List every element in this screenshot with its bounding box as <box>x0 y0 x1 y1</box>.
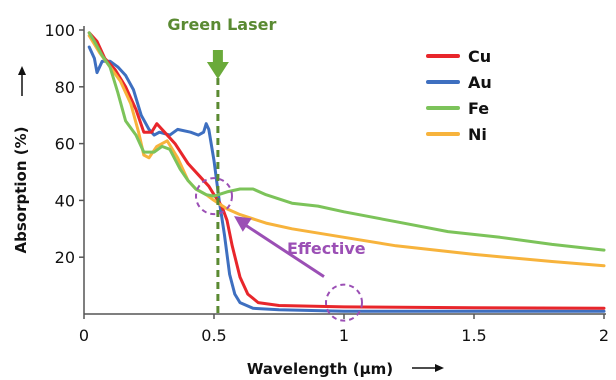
series-line-cu <box>87 31 606 310</box>
legend-label-fe: Fe <box>468 99 489 118</box>
annotations: Green Laser Effective <box>167 15 366 322</box>
effective-label: Effective <box>287 239 366 258</box>
legend: Cu Au Fe Ni <box>426 47 492 144</box>
series-layer <box>87 31 606 313</box>
y-tick-label: 60 <box>55 135 75 154</box>
series-line-ni <box>87 34 606 268</box>
legend-label-cu: Cu <box>468 47 491 66</box>
x-tick-label: 1.5 <box>461 326 486 345</box>
series-line-fe <box>87 31 606 252</box>
laser-arrow <box>206 50 229 79</box>
x-tick-label: 0.5 <box>201 326 226 345</box>
effective-arrow-head <box>234 216 252 232</box>
y-tick-label: 100 <box>44 21 75 40</box>
x-tick-label: 0 <box>79 326 89 345</box>
y-axis-arrow-head <box>18 66 26 75</box>
x-tick-label: 2 <box>599 326 609 345</box>
y-axis-title: Absorption (%) <box>12 127 30 254</box>
legend-label-au: Au <box>468 73 492 92</box>
laser-label: Green Laser <box>167 15 276 34</box>
y-tick-label: 20 <box>55 248 75 267</box>
effective-circle <box>195 177 233 216</box>
axes: 0 0.5 1 1.5 2 20 40 60 80 100 Wavelength (µm) Absor… <box>12 21 609 378</box>
series-line-au <box>87 45 606 313</box>
effective-arrow <box>243 222 325 278</box>
x-axis-arrow-head <box>435 364 444 372</box>
x-tick-label: 1 <box>339 326 349 345</box>
legend-label-ni: Ni <box>468 125 487 144</box>
y-tick-label: 80 <box>55 78 75 97</box>
y-tick-label: 40 <box>55 191 75 210</box>
x-axis-title: Wavelength (µm) <box>247 360 393 378</box>
effective-circle <box>325 283 363 322</box>
